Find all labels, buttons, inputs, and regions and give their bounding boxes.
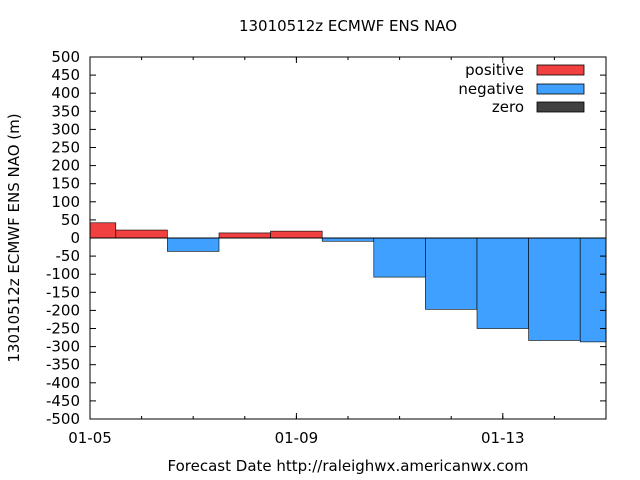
- bar-7: [425, 237, 478, 310]
- bar-8: [476, 237, 529, 329]
- bar-3: [218, 232, 271, 239]
- y-tick-label: -450: [46, 392, 80, 410]
- y-tick-label: -300: [46, 338, 80, 356]
- x-tick-label: 01-05: [68, 429, 112, 447]
- y-tick-label: 300: [51, 120, 80, 138]
- y-tick-label: -350: [46, 356, 80, 374]
- x-tick-label: 01-09: [275, 429, 319, 447]
- bars-layer: [89, 222, 607, 343]
- x-axis-label: Forecast Date http://raleighwx.americanw…: [168, 457, 529, 475]
- bar-0: [89, 222, 117, 239]
- legend-label-positive: positive: [465, 61, 524, 79]
- y-tick-label: 350: [51, 102, 80, 120]
- bar-9: [528, 237, 581, 341]
- y-tick-label: 450: [51, 66, 80, 84]
- y-tick-label: 500: [51, 48, 80, 66]
- y-tick-label: 0: [70, 229, 80, 247]
- y-tick-label: -250: [46, 320, 80, 338]
- y-tick-label: 400: [51, 84, 80, 102]
- legend-swatch-positive: [536, 64, 585, 76]
- y-axis-label: 13010512z ECMWF ENS NAO (m): [5, 113, 23, 362]
- bar-1: [115, 229, 168, 239]
- legend-swatch-zero: [536, 101, 585, 113]
- y-tick-label: -50: [56, 247, 81, 265]
- y-tick-label: 200: [51, 157, 80, 175]
- legend-label-zero: zero: [492, 98, 524, 116]
- y-tick-label: 250: [51, 139, 80, 157]
- y-tick-label: -500: [46, 410, 80, 428]
- ticks-layer: 500450400350300250200150100500-50-100-15…: [46, 48, 607, 447]
- y-tick-label: -400: [46, 374, 80, 392]
- x-tick-label: 01-13: [481, 429, 525, 447]
- legend-label-negative: negative: [458, 80, 524, 98]
- y-tick-label: 150: [51, 175, 80, 193]
- y-tick-label: 100: [51, 193, 80, 211]
- y-tick-label: -100: [46, 265, 80, 283]
- y-tick-label: 50: [61, 211, 80, 229]
- bar-2: [167, 237, 220, 252]
- y-tick-label: -150: [46, 283, 80, 301]
- bar-6: [373, 237, 426, 278]
- bar-10: [579, 237, 607, 343]
- y-tick-label: -200: [46, 301, 80, 319]
- chart-title: 13010512z ECMWF ENS NAO: [239, 17, 457, 35]
- legend-swatch-negative: [536, 83, 585, 95]
- bar-4: [270, 230, 323, 239]
